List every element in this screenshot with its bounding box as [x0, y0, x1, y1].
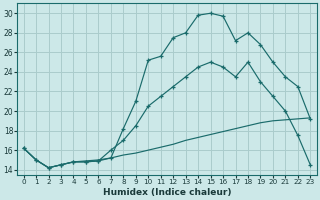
X-axis label: Humidex (Indice chaleur): Humidex (Indice chaleur): [103, 188, 231, 197]
